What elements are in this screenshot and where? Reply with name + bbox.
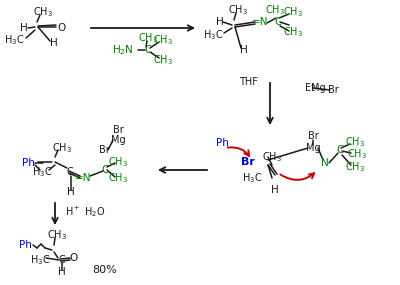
Text: C: C [336,145,344,155]
Text: C: C [59,255,65,265]
Text: CH$_3$: CH$_3$ [52,141,72,155]
Text: Ph: Ph [22,158,34,168]
Text: CH$_3$: CH$_3$ [153,53,173,67]
Text: CH$_3$: CH$_3$ [265,3,285,17]
Text: Et: Et [305,83,315,93]
Text: Ph: Ph [18,240,32,250]
Text: H$_3$C: H$_3$C [32,165,52,179]
Text: =N: =N [75,173,91,183]
Text: CH$_3$: CH$_3$ [347,147,367,161]
Text: H: H [240,45,248,55]
Text: CH$_3$: CH$_3$ [283,25,303,39]
Text: Br: Br [308,131,318,141]
Text: C: C [67,167,73,177]
Text: H: H [67,187,75,197]
Text: C: C [274,17,282,27]
Text: O: O [70,253,78,263]
Text: H: H [271,185,279,195]
Text: CH$_3$: CH$_3$ [262,150,282,164]
Text: CH$_3$: CH$_3$ [108,171,128,185]
Text: C: C [101,165,109,175]
Text: CH$_3$: CH$_3$ [47,228,67,242]
Text: H: H [50,38,58,48]
Text: Ph: Ph [216,138,228,148]
Text: H: H [20,23,28,33]
Text: H: H [58,267,66,277]
Text: H$_3$C: H$_3$C [203,28,223,42]
Text: CH$_3$: CH$_3$ [33,5,53,19]
Text: H$^+$ H$_2$O: H$^+$ H$_2$O [65,205,105,219]
Text: CH$_3$: CH$_3$ [345,135,365,149]
Text: =N: =N [252,17,268,27]
Text: 80%: 80% [93,265,117,275]
Text: CH$_3$: CH$_3$ [138,31,158,45]
Text: CH$_3$: CH$_3$ [345,160,365,174]
Text: CH$_3$: CH$_3$ [228,3,248,17]
Text: Mg: Mg [111,135,125,145]
Text: Mg: Mg [306,143,320,153]
Text: Br: Br [99,145,109,155]
Text: Br: Br [328,85,338,95]
Text: H: H [216,17,224,27]
Text: H$_3$C: H$_3$C [242,171,262,185]
Text: C: C [144,45,152,55]
Text: CH$_3$: CH$_3$ [153,33,173,47]
Text: H$_2$N: H$_2$N [112,43,134,57]
Text: N: N [321,158,329,168]
Text: CH$_3$: CH$_3$ [108,155,128,169]
Text: Mg: Mg [311,83,325,93]
Text: O: O [58,23,66,33]
Text: Br: Br [241,157,255,167]
Text: CH$_3$: CH$_3$ [283,5,303,19]
Text: THF: THF [239,77,258,87]
Text: H$_3$C: H$_3$C [4,33,24,47]
Text: Br: Br [113,125,123,135]
Text: H$_3$C: H$_3$C [30,253,50,267]
